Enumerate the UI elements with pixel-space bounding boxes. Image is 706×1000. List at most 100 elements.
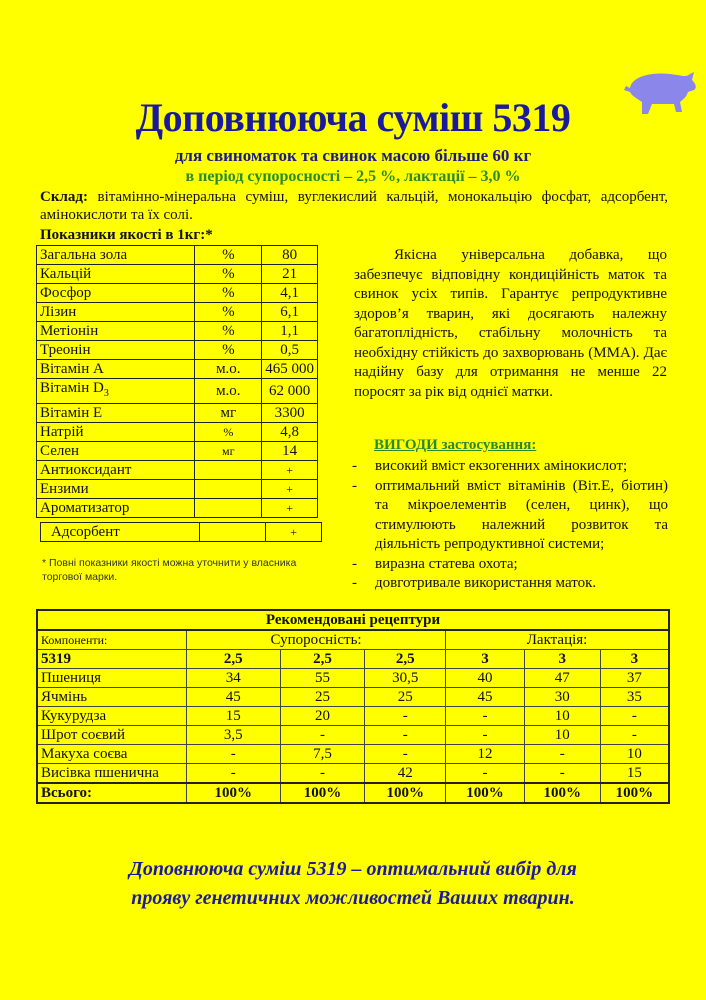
recipe-table: Рекомендовані рецептури Компоненти: Супо… (36, 609, 670, 804)
quality-name: Кальцій (35, 264, 196, 284)
recipe-value: 40 (445, 668, 525, 688)
table-row: Лізин% 6,1 (35, 302, 318, 322)
table-row: Метіонін% 1,1 (35, 321, 318, 341)
recipe-value: - (279, 725, 366, 745)
table-row: Загальна зола% 80 (35, 245, 318, 265)
quality-unit: % (194, 422, 263, 442)
recipe-value: 100% (445, 782, 525, 804)
table-row: 5319 2,5 2,5 2,5 3 3 3 (36, 649, 670, 669)
table-row: Вітамін Е мг 3300 (35, 403, 318, 423)
recipe-value: 10 (599, 744, 670, 764)
quality-unit: % (194, 302, 263, 322)
quality-value: + (261, 498, 318, 518)
benefit-item: - високий вміст екзогенних амінокислот; (350, 457, 668, 477)
quality-unit: % (194, 340, 263, 360)
quality-name-text: Треонін (40, 342, 91, 358)
quality-value: 0,5 (261, 340, 318, 360)
recipe-value: - (445, 706, 525, 726)
table-row: Висівка пшенична - -42- -15 (36, 763, 670, 784)
table-row: Шрот соєвий 3,5- - -10- (36, 725, 670, 745)
recipe-value: 25 (364, 687, 447, 707)
recipe-value: 100% (185, 782, 281, 804)
quality-unit: мг (194, 441, 263, 461)
quality-unit (194, 460, 263, 480)
table-row: Кальцій% 21 (35, 264, 318, 284)
table-row: Антиоксидант + (35, 460, 318, 480)
recipe-value: 2,5 (279, 649, 366, 669)
recipe-value: 47 (523, 668, 601, 688)
quality-table: Загальна зола% 80 Кальцій% 21 Фосфор% 4,1 Лізи… (35, 245, 318, 518)
recipe-component: Макуха соєва (36, 744, 187, 764)
quality-unit: % (194, 283, 263, 303)
slogan-line-2: прояву генетичних можливостей Ваших твар… (131, 887, 575, 909)
recipe-component: Висівка пшенична (36, 763, 187, 784)
benefits-heading: ВИГОДИ застосування: (374, 437, 537, 453)
dash-bullet: - (352, 555, 357, 572)
quality-value: 14 (261, 441, 318, 461)
recipe-value: 30,5 (364, 668, 447, 688)
recipe-value: 45 (445, 687, 525, 707)
recipe-value: 42 (364, 763, 447, 784)
recipe-value: - (523, 744, 601, 764)
quality-name-text: Антиоксидант (40, 462, 132, 478)
quality-name: Натрій (35, 422, 196, 442)
recipe-value: - (364, 725, 447, 745)
table-row: Пшениця 34 55 30,5 40 47 37 (36, 668, 670, 688)
slogan-line-1: Доповнююча суміш 5319 – оптимальний вибі… (129, 858, 577, 880)
recipe-value: 30 (523, 687, 601, 707)
recipe-value: - (279, 763, 366, 784)
table-row: Адсорбент + (40, 522, 322, 542)
recipe-value: - (523, 763, 601, 784)
quality-unit: м.о. (194, 359, 263, 379)
recipe-value: 35 (599, 687, 670, 707)
table-row: Фосфор% 4,1 (35, 283, 318, 303)
quality-name: Ароматизатор (35, 498, 196, 518)
recipe-value: - (185, 763, 281, 784)
quality-name: Антиоксидант (35, 460, 196, 480)
recipe-value: 100% (523, 782, 601, 804)
quality-unit: м.о. (194, 378, 263, 404)
quality-unit: % (194, 321, 263, 341)
quality-name-text: Фосфор (40, 285, 92, 301)
quality-name-text: Ензими (40, 481, 89, 497)
recipe-value: 100% (279, 782, 366, 804)
benefit-item: - довготривале використання маток. (350, 574, 668, 594)
recipe-value: 3 (523, 649, 601, 669)
recipe-value: 3 (599, 649, 670, 669)
quality-value: 3300 (261, 403, 318, 423)
recipe-value: - (599, 706, 670, 726)
components-label: Компоненти: (36, 629, 187, 650)
recipe-component: Ячмінь (36, 687, 187, 707)
recipe-value: - (364, 744, 447, 764)
quality-name: Ензими (35, 479, 196, 499)
quality-name-text: Селен (40, 443, 80, 459)
quality-name-text: Вітамін Е (40, 405, 103, 421)
recipe-value: 100% (364, 782, 447, 804)
table-row: Натрій% 4,8 (35, 422, 318, 442)
quality-name: Лізин (35, 302, 196, 322)
benefit-item: - оптимальний вміст вітамінів (Віт.Е, біо… (350, 477, 668, 555)
recipe-component: Шрот соєвий (36, 725, 187, 745)
table-row: Треонін% 0,5 (35, 340, 318, 360)
quality-value: 62 000 (261, 378, 318, 404)
recipe-value: 45 (185, 687, 281, 707)
recipe-component: Пшениця (36, 668, 187, 688)
quality-name: Метіонін (35, 321, 196, 341)
table-row: Кукурудза 15 20- -10- (36, 706, 670, 726)
subscript: 3 (103, 388, 109, 399)
composition-text: вітамінно-мінеральна суміш, вуглекислий … (40, 189, 668, 223)
benefit-item: - виразна статева охота; (350, 555, 668, 575)
recipe-value: 10 (523, 725, 601, 745)
table-row: Ензими + (35, 479, 318, 499)
recipe-value: 2,5 (364, 649, 447, 669)
quality-name-text: Вітамін D (40, 380, 104, 396)
dash-bullet: - (352, 458, 357, 474)
recipe-value: 3,5 (185, 725, 281, 745)
composition-label: Склад: (40, 189, 88, 205)
quality-unit (194, 498, 263, 518)
quality-name: Загальна зола (35, 245, 196, 265)
recipe-value: 25 (279, 687, 366, 707)
slogan: Доповнююча суміш 5319 – оптимальний вибі… (0, 855, 706, 913)
quality-name: Вітамін Е (35, 403, 196, 423)
quality-value: 21 (261, 264, 318, 284)
